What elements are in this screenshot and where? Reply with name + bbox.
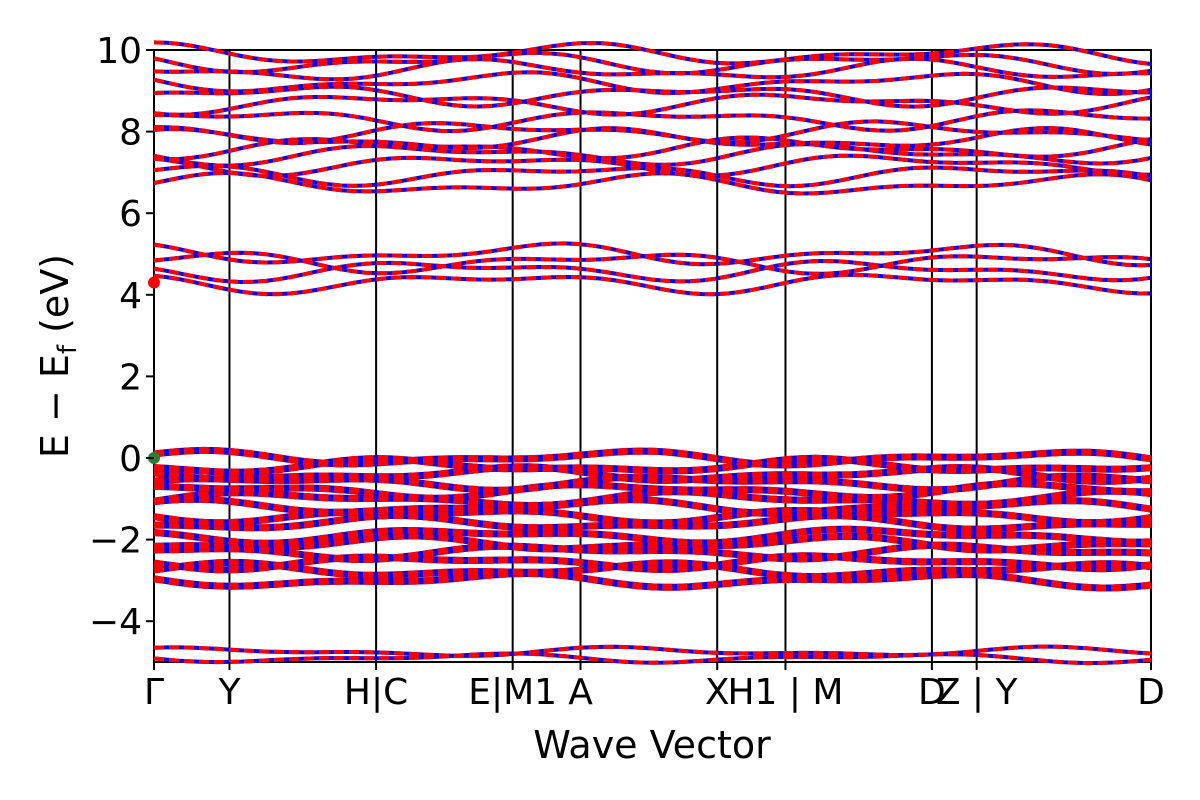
y-tick-label-6: 8	[119, 113, 142, 154]
band-deep-0-up	[153, 651, 1152, 666]
band-conduction_high-4-up	[153, 135, 1152, 162]
y-tick-label-4: 4	[119, 276, 142, 317]
cbm-marker	[148, 276, 160, 289]
x-tick-label-8: Z | Y	[936, 672, 1019, 713]
y-axis-label-main: E − E	[33, 354, 77, 458]
band-valence-9-up	[153, 487, 1152, 510]
band-conduction_low-1-up	[153, 258, 1152, 285]
band-valence-1-up	[153, 558, 1152, 581]
y-tick-label-2: 0	[119, 439, 142, 480]
x-tick-label-9: D	[1137, 672, 1165, 713]
band-conduction_low-0-up	[153, 272, 1152, 297]
band-conduction_high-6-up	[153, 119, 1152, 146]
y-tick-label-5: 6	[119, 194, 142, 235]
y-tick-label-7: 10	[96, 31, 142, 72]
y-tick-label-3: 2	[119, 357, 142, 398]
y-axis-ticks: −4 −2 0 2 4 6 8 10	[89, 31, 154, 643]
bands	[153, 40, 1152, 666]
band-deep-1-up	[153, 644, 1152, 658]
band-conduction_low-3-up	[153, 241, 1152, 268]
band-valence-14-up	[153, 446, 1152, 469]
y-axis-label: E − Ef (eV)	[33, 254, 83, 458]
y-axis-label-unit: (eV)	[33, 254, 77, 345]
x-tick-label-2: H|C	[344, 672, 408, 713]
band-conduction_high-7-up	[153, 108, 1152, 134]
band-valence-4-up	[153, 532, 1152, 554]
x-tick-label-0: Γ	[144, 672, 164, 713]
band-valence-5-up	[153, 525, 1152, 547]
band-conduction_high-12-up	[153, 51, 1152, 77]
x-tick-label-6: H1 | M	[727, 672, 843, 713]
band-conduction_high-13-up	[153, 40, 1152, 66]
band-conduction_high-2-up	[153, 153, 1152, 179]
band-conduction_low-2-up	[153, 250, 1152, 276]
y-tick-label-1: −2	[89, 521, 142, 562]
y-axis-label-sub: f	[53, 344, 83, 354]
x-tick-label-4: A	[568, 672, 593, 713]
x-tick-label-7: D	[918, 672, 946, 713]
band-conduction_high-0-up	[153, 170, 1152, 196]
y-tick-label-0: −4	[89, 602, 142, 643]
x-tick-label-3: E|M1	[468, 672, 557, 713]
band-conduction_high-3-up	[153, 142, 1152, 168]
band-valence-0-up	[153, 569, 1152, 592]
x-tick-label-1: Y	[217, 672, 241, 713]
band-conduction_high-10-up	[153, 70, 1152, 97]
x-axis-label: Wave Vector	[533, 723, 771, 767]
x-tick-label-5: X	[705, 672, 730, 713]
band-conduction_high-8-up	[153, 92, 1152, 117]
